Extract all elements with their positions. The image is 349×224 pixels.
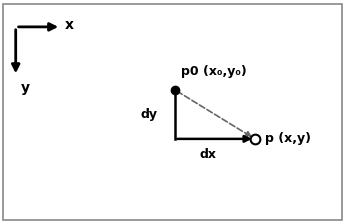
Text: x: x <box>65 18 74 32</box>
Text: y: y <box>21 81 30 95</box>
Text: p0 (x₀,y₀): p0 (x₀,y₀) <box>181 65 247 78</box>
Text: dx: dx <box>199 148 216 161</box>
Text: p (x,y): p (x,y) <box>265 132 311 145</box>
Text: dy: dy <box>140 108 157 121</box>
